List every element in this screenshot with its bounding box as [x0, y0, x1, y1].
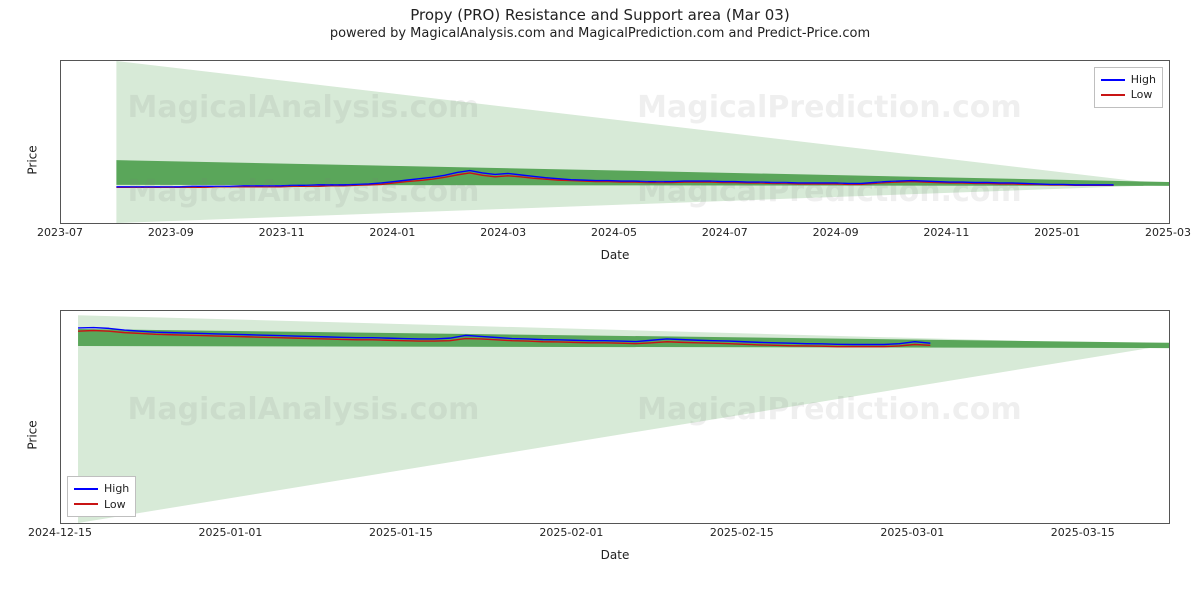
legend-row-low: Low	[1101, 87, 1156, 102]
legend-box: High Low	[1094, 67, 1163, 108]
x-tick-label: 2024-11	[923, 226, 969, 239]
top-panel: Price MagicalAnalysis.com MagicalPredict…	[60, 60, 1170, 260]
x-tick-label: 2024-07	[702, 226, 748, 239]
x-tick-label: 2025-01-01	[198, 526, 262, 539]
x-tick-label: 2024-01	[369, 226, 415, 239]
top-plot-svg	[61, 61, 1169, 223]
x-tick-label: 2024-03	[480, 226, 526, 239]
bottom-x-axis: Date 2024-12-152025-01-012025-01-152025-…	[60, 524, 1170, 560]
top-plot-area: MagicalAnalysis.com MagicalPrediction.co…	[60, 60, 1170, 224]
x-axis-label: Date	[601, 548, 630, 562]
y-axis-label: Price	[26, 420, 40, 449]
chart-title: Propy (PRO) Resistance and Support area …	[0, 0, 1200, 24]
x-tick-label: 2024-05	[591, 226, 637, 239]
x-axis-label: Date	[601, 248, 630, 262]
x-tick-label: 2025-03-15	[1051, 526, 1115, 539]
legend-row-high: High	[74, 481, 129, 496]
x-tick-label: 2025-01	[1034, 226, 1080, 239]
x-tick-label: 2025-02-15	[710, 526, 774, 539]
x-tick-label: 2025-03	[1145, 226, 1191, 239]
x-tick-label: 2023-11	[259, 226, 305, 239]
x-tick-label: 2023-07	[37, 226, 83, 239]
top-x-axis: Date 2023-072023-092023-112024-012024-03…	[60, 224, 1170, 260]
x-tick-label: 2025-01-15	[369, 526, 433, 539]
x-tick-label: 2025-03-01	[880, 526, 944, 539]
chart-subtitle: powered by MagicalAnalysis.com and Magic…	[0, 24, 1200, 41]
bottom-plot-svg	[61, 311, 1169, 523]
legend-swatch-high	[1101, 79, 1125, 81]
x-tick-label: 2023-09	[148, 226, 194, 239]
legend-row-high: High	[1101, 72, 1156, 87]
legend-swatch-low	[1101, 94, 1125, 96]
legend-swatch-high	[74, 488, 98, 490]
bottom-panel: Price MagicalAnalysis.com MagicalPredict…	[60, 310, 1170, 560]
bottom-plot-area: MagicalAnalysis.com MagicalPrediction.co…	[60, 310, 1170, 524]
x-tick-label: 2024-09	[813, 226, 859, 239]
legend-box: High Low	[67, 476, 136, 517]
x-tick-label: 2025-02-01	[539, 526, 603, 539]
legend-label-low: Low	[104, 497, 126, 512]
legend-label-low: Low	[1131, 87, 1153, 102]
legend-row-low: Low	[74, 497, 129, 512]
y-axis-label: Price	[26, 145, 40, 174]
x-tick-label: 2024-12-15	[28, 526, 92, 539]
legend-label-high: High	[104, 481, 129, 496]
chart-page: { "title": "Propy (PRO) Resistance and S…	[0, 0, 1200, 600]
legend-label-high: High	[1131, 72, 1156, 87]
legend-swatch-low	[74, 503, 98, 505]
